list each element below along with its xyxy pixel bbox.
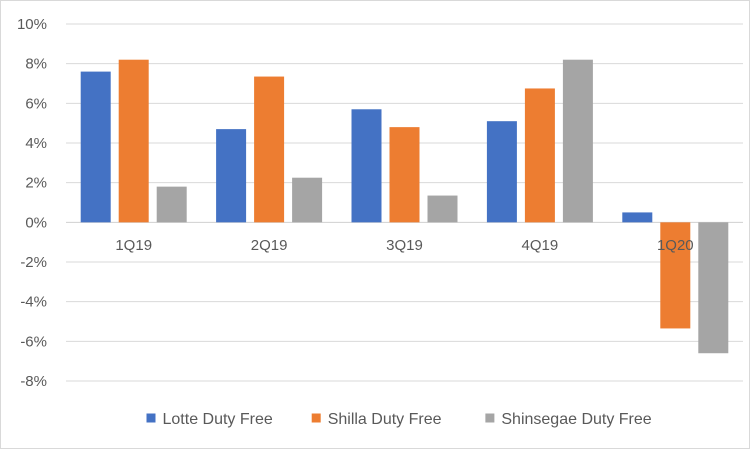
x-tick-label: 1Q19	[115, 237, 152, 254]
legend: Lotte Duty Free Shilla Duty Free Shinsegae…	[146, 411, 652, 428]
bar-lotte-duty-free-1q19	[80, 71, 111, 223]
bar-lotte-duty-free-2q19	[216, 129, 247, 223]
bar-shilla-duty-free-1q20	[660, 222, 691, 329]
y-axis-tick-labels: 10% 8% 6% 4% 2% 0% -2% -4% -6% -8%	[17, 16, 47, 390]
bar-shilla-duty-free-4q19	[524, 88, 555, 223]
bar-shilla-duty-free-2q19	[254, 76, 285, 223]
bar-lotte-duty-free-3q19	[351, 109, 382, 223]
y-tick-label: 0%	[25, 214, 47, 231]
legend-swatch	[311, 413, 321, 423]
bar-shinsegae-duty-free-4q19	[562, 59, 593, 223]
y-tick-label: 6%	[25, 95, 47, 112]
legend-label: Lotte Duty Free	[163, 411, 273, 428]
x-axis-tick-labels: 1Q19 2Q19 3Q19 4Q19 1Q20	[115, 237, 693, 254]
legend-swatch	[146, 413, 156, 423]
x-tick-label: 2Q19	[251, 237, 288, 254]
y-tick-label: -4%	[20, 294, 47, 311]
x-tick-label: 4Q19	[522, 237, 559, 254]
x-tick-label: 1Q20	[657, 237, 694, 254]
bar-shinsegae-duty-free-1q19	[156, 186, 187, 223]
bar-shinsegae-duty-free-3q19	[427, 195, 458, 223]
y-tick-label: 4%	[25, 135, 47, 152]
bar-shilla-duty-free-3q19	[389, 127, 420, 223]
y-tick-label: -6%	[20, 333, 47, 350]
bar-lotte-duty-free-4q19	[486, 121, 517, 223]
y-tick-label: -2%	[20, 254, 47, 271]
y-tick-label: 10%	[17, 16, 47, 33]
legend-swatch	[485, 413, 495, 423]
bar-shinsegae-duty-free-2q19	[292, 177, 323, 223]
legend-label: Shilla Duty Free	[328, 411, 442, 428]
y-tick-label: 2%	[25, 175, 47, 192]
legend-label: Shinsegae Duty Free	[501, 411, 651, 428]
bar-shinsegae-duty-free-1q20	[698, 222, 729, 354]
bar-lotte-duty-free-1q20	[622, 212, 653, 223]
y-tick-label: 8%	[25, 56, 47, 73]
bar-shilla-duty-free-1q19	[118, 59, 149, 223]
y-tick-label: -8%	[20, 373, 47, 390]
bars	[80, 59, 729, 354]
x-tick-label: 3Q19	[386, 237, 423, 254]
